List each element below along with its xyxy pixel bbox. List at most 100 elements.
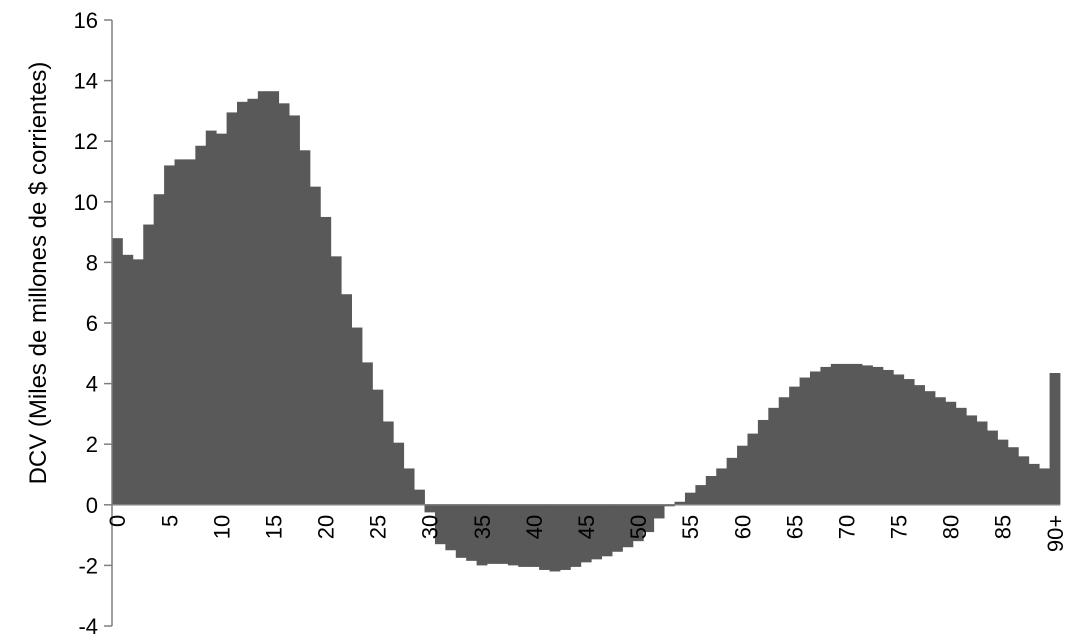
bar-age-73 (872, 366, 884, 505)
bar-age-1 (122, 254, 134, 505)
bar-age-65 (789, 386, 800, 505)
bar-age-54 (674, 501, 686, 505)
bar-age-64 (778, 397, 790, 505)
bar-age-5 (164, 165, 175, 505)
bar-age-13 (247, 98, 259, 505)
bar-age-69 (830, 363, 842, 505)
y-tick-label: 2 (86, 432, 98, 457)
x-tick-label: 70 (834, 515, 859, 539)
x-tick-label: 30 (418, 515, 443, 539)
x-tick-label: 60 (730, 515, 755, 539)
bar-age-20 (320, 216, 332, 505)
bar-age-72 (862, 365, 873, 505)
bar-age-29 (414, 489, 425, 505)
bar-age-51 (643, 504, 655, 533)
y-tick-label: 16 (74, 8, 98, 33)
bar-age-17 (289, 115, 300, 505)
bar-age-38 (507, 504, 519, 566)
y-tick-label: 12 (74, 129, 98, 154)
x-tick-label: 45 (574, 515, 599, 539)
bar-age-70 (841, 363, 853, 505)
x-tick-label: 55 (678, 515, 703, 539)
bar-age-22 (341, 294, 353, 505)
bar-age-49 (622, 504, 634, 548)
bar-age-2 (132, 259, 144, 505)
y-ticks: 16 14 12 10 8 6 4 2 0 -2 -4 (74, 8, 112, 639)
bar-age-45 (580, 504, 592, 563)
bar-age-67 (809, 371, 821, 505)
bar-age-77 (914, 385, 925, 505)
x-tick-label: 0 (105, 515, 130, 527)
bar-age-76 (903, 379, 915, 505)
bar-age-0 (112, 238, 123, 505)
bar-age-62 (757, 419, 769, 505)
bar-age-88 (1028, 463, 1040, 505)
x-tick-label: 5 (157, 515, 182, 527)
y-tick-label: 6 (86, 311, 98, 336)
x-tick-label: 90+ (1043, 515, 1068, 552)
bar-age-85 (997, 439, 1009, 505)
y-tick-label: -2 (78, 553, 98, 578)
bar-age-12 (237, 101, 248, 505)
y-tick-label: 10 (74, 190, 98, 215)
bar-age-47 (601, 504, 613, 557)
bar-age-59 (726, 457, 738, 505)
bar-age-86 (1007, 447, 1019, 505)
bar-age-6 (174, 159, 186, 505)
bar-age-89 (1039, 468, 1050, 505)
bar-age-39 (518, 504, 530, 567)
bar-age-37 (497, 504, 509, 564)
bar-age-9 (205, 130, 217, 505)
bar-age-71 (851, 363, 863, 505)
bar-age-68 (820, 366, 832, 505)
bar-age-23 (351, 327, 363, 505)
bar-age-25 (372, 389, 384, 505)
bar-age-80 (945, 401, 957, 505)
bar-age-58 (716, 468, 728, 505)
bar-age-55 (684, 492, 696, 505)
bar-age-83 (976, 421, 988, 505)
bars (112, 91, 1061, 572)
bar-age-42 (549, 504, 561, 572)
bar-age-33 (455, 504, 467, 558)
bar-age-30 (424, 504, 436, 513)
bar-age-52 (653, 504, 665, 519)
bar-age-32 (445, 504, 457, 551)
x-tick-label: 65 (782, 515, 807, 539)
bar-age-60 (737, 445, 748, 505)
bar-age-4 (153, 194, 165, 505)
bar-age-18 (299, 150, 311, 505)
bar-age-79 (934, 397, 946, 505)
bar-age-26 (382, 421, 394, 505)
bar-age-78 (924, 391, 936, 505)
bar-age-43 (559, 504, 571, 570)
y-tick-label: 0 (86, 493, 98, 518)
x-tick-label: 20 (314, 515, 339, 539)
bar-age-75 (893, 374, 905, 505)
bar-age-11 (226, 112, 238, 505)
bar-age-21 (330, 256, 342, 505)
bar-age-84 (987, 430, 998, 505)
bar-age-46 (591, 504, 603, 560)
bar-age-66 (799, 377, 811, 505)
y-tick-label: -4 (78, 614, 98, 639)
x-tick-label: 25 (366, 515, 391, 539)
bar-age-90plus (1049, 373, 1061, 505)
bar-age-63 (768, 407, 780, 505)
x-tick-label: 75 (887, 515, 912, 539)
bar-age-28 (403, 468, 415, 505)
bar-age-61 (747, 433, 759, 505)
bar-age-24 (362, 362, 373, 505)
bar-age-19 (309, 186, 321, 505)
y-axis-title: DCV (Miles de millones de $ corrientes) (25, 62, 52, 485)
x-tick-label: 85 (991, 515, 1016, 539)
x-ticks: 0 5 10 15 20 25 30 35 40 45 50 55 60 65 70 75 80 85 90+ (105, 515, 1068, 552)
y-tick-label: 8 (86, 250, 98, 275)
bar-age-56 (695, 485, 707, 505)
bar-age-27 (393, 442, 405, 505)
bar-age-41 (539, 504, 550, 570)
x-tick-label: 15 (262, 515, 287, 539)
x-tick-label: 35 (470, 515, 495, 539)
bar-age-36 (487, 504, 498, 564)
bar-age-40 (528, 504, 540, 567)
